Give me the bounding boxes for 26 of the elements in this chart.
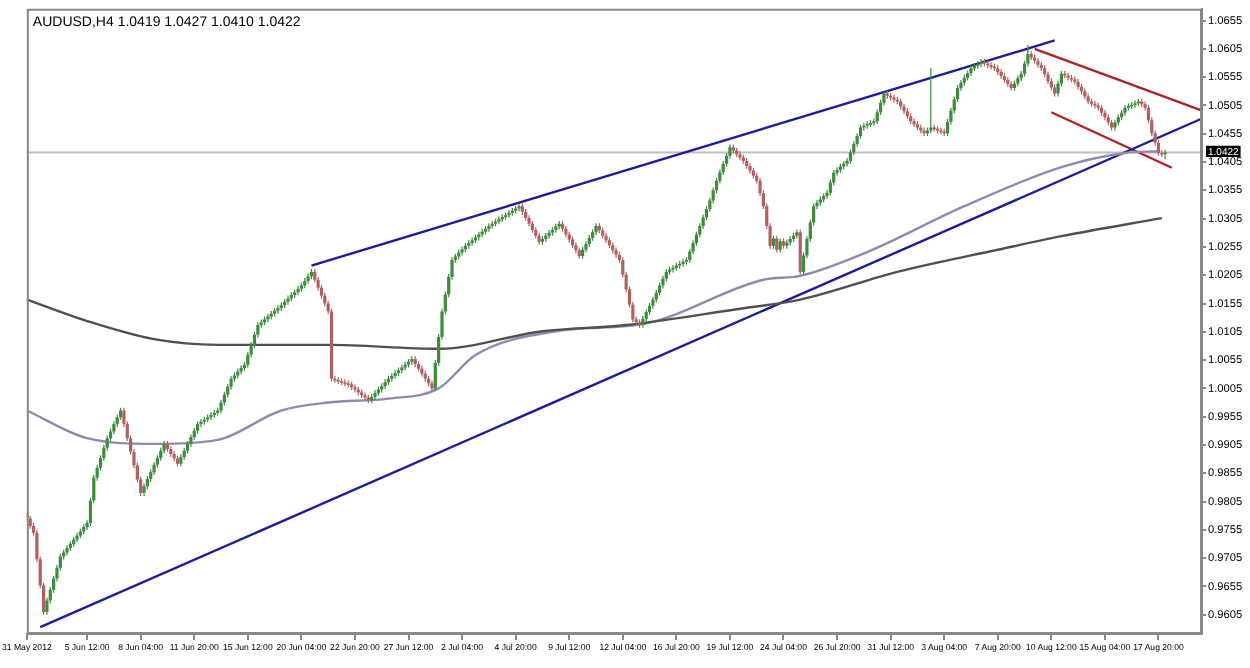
candlestick (902, 103, 906, 115)
candlestick (430, 379, 434, 392)
candlestick (460, 245, 464, 257)
line-series (25, 150, 1160, 446)
candlestick (276, 304, 280, 315)
candlestick (420, 365, 424, 378)
candlestick (1016, 74, 1020, 87)
candlestick (393, 369, 397, 380)
candlestick (1103, 109, 1107, 121)
candlestick (604, 232, 608, 244)
candlestick (845, 157, 849, 168)
candlestick (798, 228, 802, 276)
candlestick (1036, 57, 1040, 69)
candlestick (738, 150, 742, 161)
candlestick (363, 391, 367, 401)
candlestick (547, 229, 551, 240)
candlestick (999, 68, 1003, 80)
candlestick (383, 378, 387, 390)
candlestick (835, 166, 839, 177)
candlestick (872, 117, 876, 127)
candlestick (574, 241, 578, 254)
candlestick (795, 228, 799, 240)
candlestick (373, 389, 377, 401)
candlestick (912, 117, 916, 128)
candlestick (470, 236, 474, 247)
line-series (25, 216, 1164, 350)
